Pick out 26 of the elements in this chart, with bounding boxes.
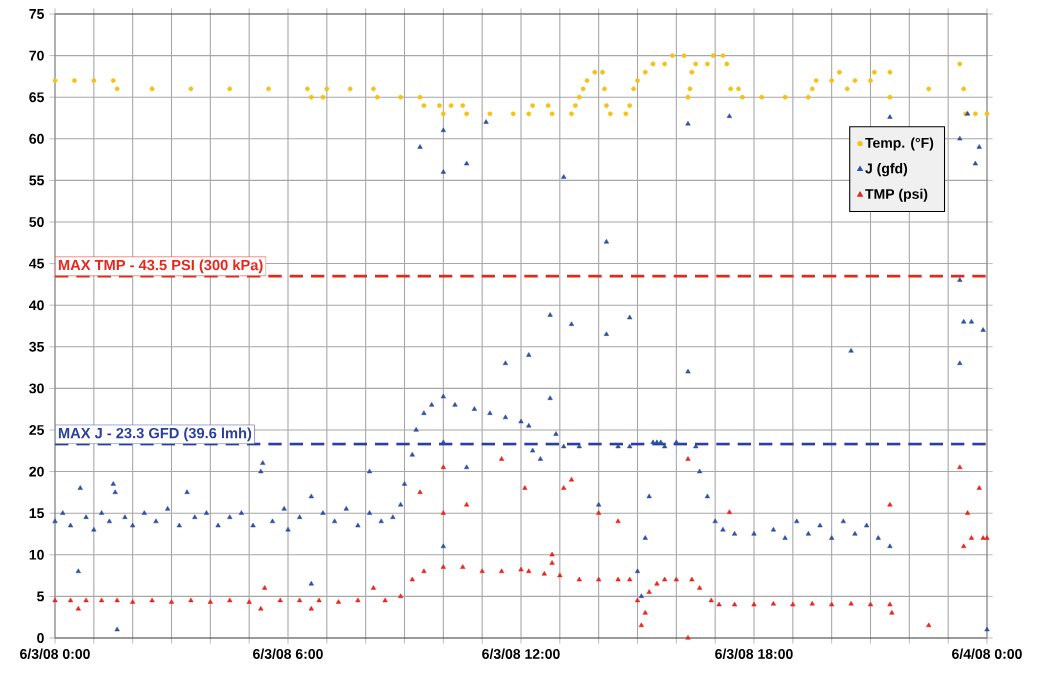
legend-label: TMP (psi) (865, 188, 928, 202)
y-tick-label: 55 (29, 175, 44, 186)
y-tick-label: 40 (29, 300, 44, 311)
y-tick-label: 50 (29, 217, 44, 227)
y-tick-label: 10 (29, 549, 44, 560)
legend-label: Temp. (°F) (865, 137, 934, 151)
y-tick-label: 0 (37, 633, 44, 643)
x-tick-label: 6/3/08 0:00 (20, 648, 90, 660)
y-tick-label: 35 (29, 341, 44, 352)
y-tick-label: 5 (37, 591, 44, 602)
y-tick-label: 75 (29, 9, 44, 19)
legend-label: J (gfd) (865, 163, 908, 177)
x-tick-label: 6/3/08 18:00 (715, 648, 793, 660)
x-tick-label: 6/4/08 0:00 (952, 648, 1022, 660)
y-tick-label: 30 (29, 383, 44, 394)
y-tick-label: 60 (29, 133, 44, 144)
y-tick-label: 15 (29, 508, 44, 519)
x-tick-label: 6/3/08 12:00 (482, 648, 560, 660)
y-tick-label: 45 (29, 258, 44, 269)
x-tick-label: 6/3/08 6:00 (253, 648, 323, 660)
y-tick-label: 65 (29, 92, 44, 103)
ref-line-label: MAX J - 23.3 GFD (39.6 lmh) (58, 427, 252, 442)
y-tick-label: 20 (29, 466, 44, 477)
y-tick-label: 25 (29, 425, 44, 435)
ref-line-label: MAX TMP - 43.5 PSI (300 kPa) (58, 259, 263, 274)
y-tick-label: 70 (29, 50, 44, 61)
